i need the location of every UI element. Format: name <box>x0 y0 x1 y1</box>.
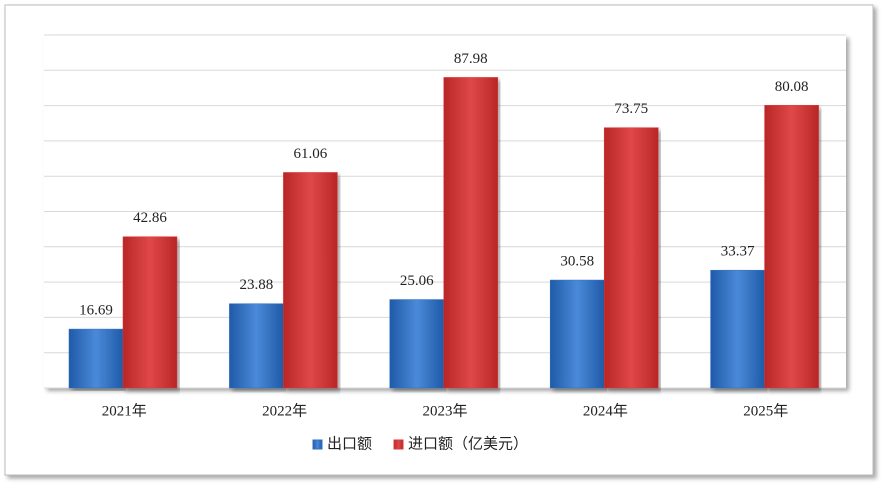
bar <box>764 105 819 389</box>
data-label: 30.58 <box>560 253 594 269</box>
legend-label: 进口额（亿美元） <box>408 435 528 452</box>
data-label: 42.86 <box>133 210 167 226</box>
legend-swatch <box>393 439 404 450</box>
x-tick-label: 2025年 <box>743 402 788 419</box>
x-tick-label: 2024年 <box>583 402 628 419</box>
bar <box>389 299 445 389</box>
bar <box>122 236 178 389</box>
data-label: 73.75 <box>614 101 648 117</box>
bar <box>549 279 605 389</box>
data-label: 25.06 <box>400 273 434 289</box>
data-label: 61.06 <box>294 146 328 162</box>
data-label: 80.08 <box>775 79 809 95</box>
data-label: 16.69 <box>79 303 113 319</box>
legend-swatch <box>312 439 323 450</box>
data-label: 87.98 <box>454 51 488 67</box>
bar <box>283 172 338 389</box>
bar <box>710 269 765 389</box>
x-tick-label: 2023年 <box>422 402 467 419</box>
legend-label: 出口额 <box>327 435 372 452</box>
data-label: 23.88 <box>240 277 274 293</box>
data-label: 33.37 <box>721 244 755 260</box>
bar <box>68 328 124 389</box>
bar <box>443 77 499 389</box>
x-tick-label: 2022年 <box>262 402 307 419</box>
bar <box>603 127 659 389</box>
x-tick-label: 2021年 <box>102 402 147 419</box>
bar <box>229 303 284 389</box>
